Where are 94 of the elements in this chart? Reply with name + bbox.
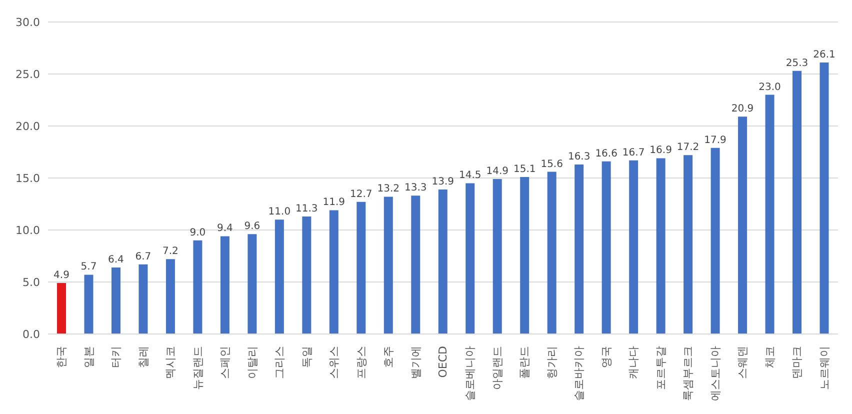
- data-label: 14.5: [458, 170, 482, 182]
- bar: [384, 196, 393, 334]
- bar: [248, 234, 257, 334]
- bar: [574, 164, 584, 334]
- data-label: 17.2: [676, 142, 700, 154]
- x-tick-label: 스페인: [218, 346, 232, 379]
- bar: [710, 148, 720, 334]
- data-label: 16.3: [568, 151, 590, 162]
- x-tick-label: 에스토니아: [708, 346, 722, 401]
- x-tick-label: 터키: [110, 346, 123, 368]
- data-label: 16.6: [595, 148, 618, 160]
- x-tick-label: 아일랜드: [490, 346, 504, 390]
- data-label: 16.9: [650, 145, 672, 156]
- data-label: 23.0: [758, 82, 781, 93]
- x-tick-label: 뉴질랜드: [191, 346, 204, 390]
- x-tick-label: 슬로바키아: [572, 346, 586, 401]
- x-tick-label: 한국: [55, 346, 68, 368]
- bar: [520, 176, 530, 334]
- data-label: 14.9: [486, 166, 508, 178]
- data-label: 9.0: [190, 227, 206, 238]
- data-label: 15.1: [513, 164, 536, 175]
- x-tick-label: 영국: [600, 346, 613, 368]
- x-tick-label: 노르웨이: [818, 346, 831, 390]
- bar: [738, 116, 748, 334]
- bar: [792, 70, 802, 334]
- bar: [602, 161, 611, 334]
- bar: [629, 160, 638, 334]
- bar: [438, 189, 448, 334]
- data-label: 9.6: [244, 221, 260, 232]
- data-label: 25.3: [786, 58, 808, 69]
- x-tick-label: 스위스: [328, 346, 341, 379]
- y-tick-label: 0.0: [22, 328, 40, 341]
- x-tick-label: 프랑스: [354, 346, 368, 379]
- data-label: 17.9: [704, 134, 726, 146]
- bar: [411, 196, 420, 334]
- data-label: 6.4: [108, 254, 124, 266]
- x-tick-label: 룩셈부르크: [682, 346, 695, 401]
- bar: [274, 220, 284, 334]
- x-tick-label: 독일: [300, 346, 314, 368]
- x-tick-label: 스웨덴: [736, 346, 750, 379]
- data-label: 20.9: [731, 104, 754, 115]
- x-tick-label: 이탈리: [246, 346, 259, 379]
- data-label: 13.9: [432, 176, 454, 188]
- bar: [656, 158, 666, 334]
- bar: [547, 172, 556, 334]
- x-tick-label: 호주: [382, 346, 396, 368]
- y-tick-label: 10.0: [16, 224, 40, 237]
- data-label: 13.3: [404, 182, 427, 194]
- data-label: 11.3: [296, 203, 318, 214]
- bar: [84, 274, 94, 334]
- data-label: 16.7: [622, 147, 645, 158]
- data-label: 6.7: [135, 251, 152, 262]
- y-tick-label: 15.0: [16, 172, 40, 185]
- y-tick-label: 25.0: [16, 68, 40, 81]
- data-label: 13.2: [377, 184, 400, 195]
- bar: [466, 183, 475, 334]
- x-tick-label: 덴마크: [790, 346, 804, 379]
- y-tick-label: 20.0: [16, 120, 40, 133]
- x-tick-label: 슬로베니아: [464, 346, 477, 401]
- x-tick-label: 벨기에: [409, 346, 422, 379]
- bar: [220, 236, 230, 334]
- y-tick-label: 5.0: [22, 276, 40, 289]
- bar: [138, 264, 148, 334]
- data-label: 15.6: [540, 158, 563, 170]
- bar: [166, 259, 175, 334]
- bar: [684, 155, 693, 334]
- data-label: 7.2: [162, 246, 178, 258]
- data-label: 11.9: [322, 197, 346, 208]
- data-label: 26.1: [813, 50, 836, 61]
- bar: [193, 240, 202, 334]
- bar: [111, 267, 120, 334]
- x-tick-label: OECD: [436, 346, 450, 378]
- x-tick-label: 체코: [763, 346, 776, 368]
- data-label: 11.0: [268, 206, 291, 218]
- x-tick-label: 포르투갈: [654, 346, 668, 390]
- x-tick-label: 일본: [82, 346, 96, 368]
- bar: [329, 210, 338, 334]
- x-tick-label: 캐나다: [627, 346, 640, 379]
- y-tick-label: 30.0: [16, 16, 40, 29]
- data-label: 5.7: [80, 262, 97, 273]
- bar: [492, 179, 502, 334]
- x-tick-label: 칠레: [136, 346, 150, 368]
- data-label: 4.9: [54, 270, 70, 282]
- bar: [765, 94, 774, 334]
- x-tick-label: 멕시코: [164, 346, 178, 379]
- data-label: 12.7: [350, 188, 372, 200]
- x-tick-label: 그리스: [273, 346, 286, 379]
- bar: [820, 62, 829, 334]
- bar: [57, 283, 66, 334]
- data-label: 9.4: [216, 223, 233, 234]
- x-tick-label: 폴란드: [518, 346, 532, 379]
- bar: [356, 202, 366, 334]
- x-tick-label: 헝가리: [545, 346, 558, 379]
- bar: [302, 216, 312, 334]
